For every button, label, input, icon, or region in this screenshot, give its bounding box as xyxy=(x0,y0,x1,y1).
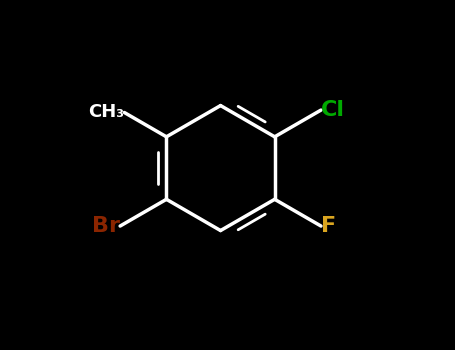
Text: F: F xyxy=(321,216,336,236)
Text: CH₃: CH₃ xyxy=(88,104,124,121)
Text: Cl: Cl xyxy=(321,100,345,120)
Text: Br: Br xyxy=(92,216,120,236)
